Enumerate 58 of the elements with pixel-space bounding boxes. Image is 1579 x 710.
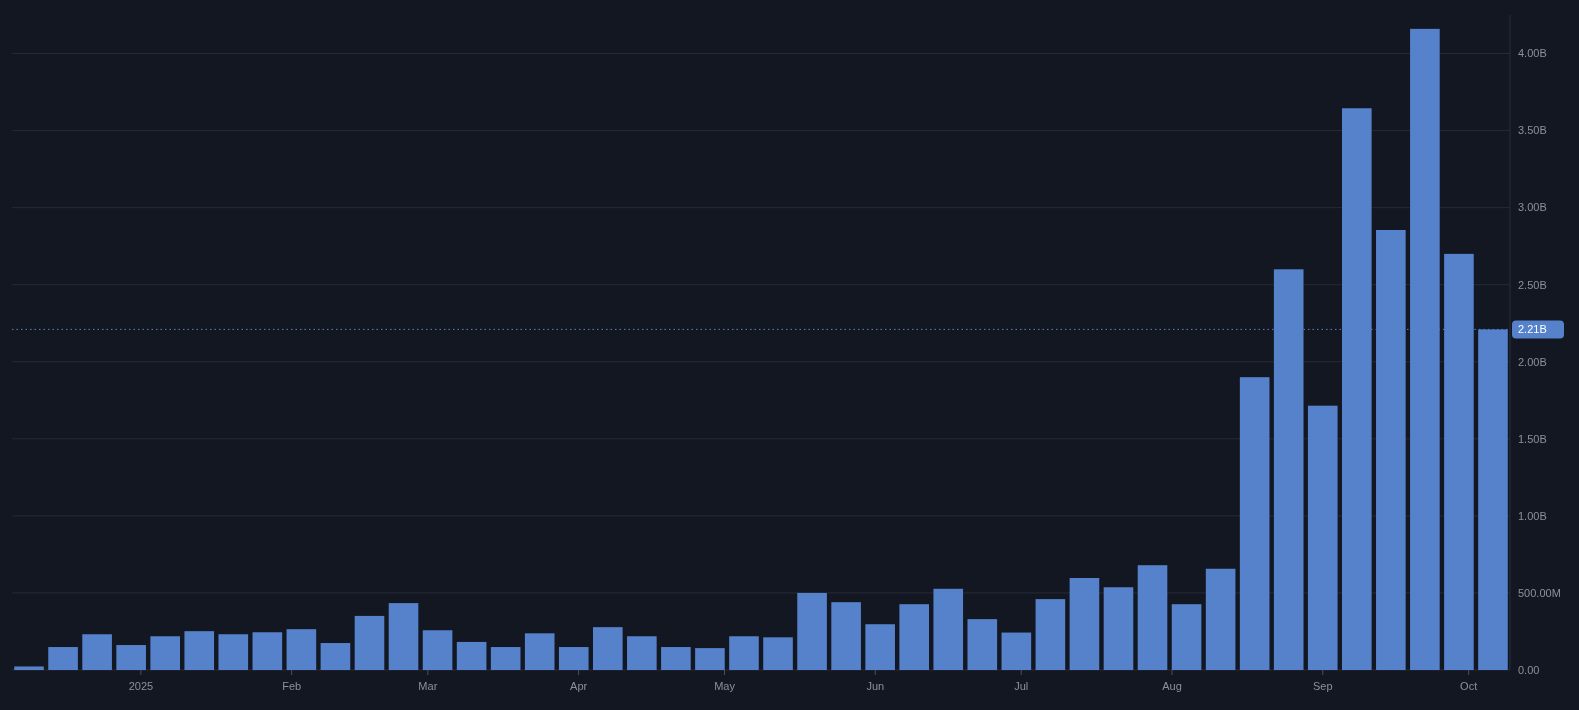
bar xyxy=(1069,577,1100,670)
bar xyxy=(354,615,385,670)
bar xyxy=(490,647,521,670)
bar xyxy=(933,588,964,670)
y-tick-label: 500.00M xyxy=(1518,586,1561,599)
bar xyxy=(1035,599,1066,670)
bar xyxy=(218,634,249,670)
x-tick-label: 2025 xyxy=(128,680,154,692)
bar xyxy=(82,634,112,670)
bar xyxy=(320,643,351,670)
ref-line-label: 2.21B xyxy=(1518,323,1547,336)
y-tick-label: 2.00B xyxy=(1518,355,1547,368)
y-tick-label: 1.50B xyxy=(1518,432,1547,445)
bar xyxy=(797,592,827,670)
x-tick-label: May xyxy=(714,680,736,692)
y-tick-label: 3.50B xyxy=(1518,124,1547,137)
bar xyxy=(48,647,78,670)
bar xyxy=(1001,632,1032,670)
bar xyxy=(558,647,589,670)
bar xyxy=(763,637,793,670)
bar xyxy=(865,624,895,670)
bar xyxy=(592,627,623,670)
x-tick-label: Jun xyxy=(866,680,885,692)
x-tick-label: Sep xyxy=(1312,680,1333,692)
bar xyxy=(388,603,419,670)
bar xyxy=(1307,405,1338,670)
bar xyxy=(899,604,930,670)
bar xyxy=(627,636,657,670)
bar xyxy=(1103,587,1134,670)
y-tick-label: 0.00 xyxy=(1518,663,1540,676)
bar xyxy=(252,632,283,670)
bar xyxy=(150,636,181,670)
bar xyxy=(456,641,487,670)
x-tick-label: Oct xyxy=(1460,680,1478,692)
y-tick-label: 1.00B xyxy=(1518,509,1547,522)
bar xyxy=(695,648,725,670)
bar xyxy=(831,602,861,670)
y-tick-label: 4.00B xyxy=(1518,47,1547,60)
bar xyxy=(524,633,555,670)
bar xyxy=(967,619,998,670)
x-tick-label: Apr xyxy=(570,680,588,692)
bar xyxy=(116,645,146,670)
bar xyxy=(14,666,44,670)
bar xyxy=(1205,568,1236,670)
bar xyxy=(1137,565,1168,670)
bar xyxy=(286,629,317,670)
y-tick-label: 3.00B xyxy=(1518,201,1547,214)
bar xyxy=(1239,377,1270,670)
x-tick-label: Aug xyxy=(1162,680,1182,692)
bar xyxy=(422,630,453,670)
x-tick-label: Feb xyxy=(282,680,302,692)
bar xyxy=(184,631,215,670)
y-tick-label: 2.50B xyxy=(1518,278,1547,291)
bar xyxy=(1171,604,1202,670)
bar xyxy=(729,636,759,670)
x-tick-label: Mar xyxy=(418,680,438,692)
x-tick-label: Jul xyxy=(1014,680,1029,692)
bar xyxy=(661,647,691,670)
